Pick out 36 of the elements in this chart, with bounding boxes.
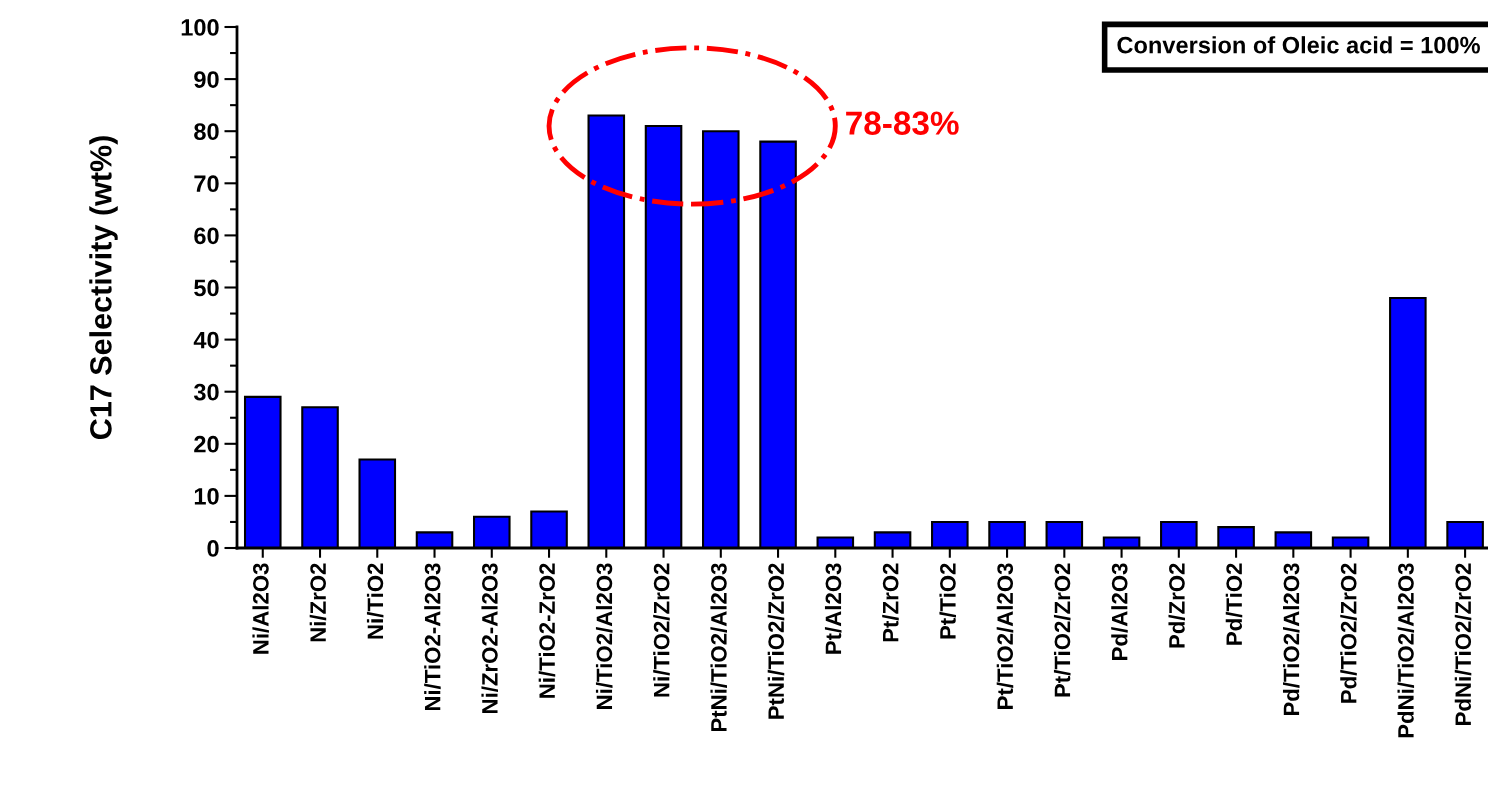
x-tick-label: Pt/TiO2/ZrO2	[1053, 563, 1071, 697]
y-tick-label: 100	[181, 19, 219, 36]
x-tick-label: Ni/Al2O3	[252, 563, 269, 654]
x-tick-label: Pt/ZrO2	[882, 563, 899, 642]
y-tick-label: 50	[194, 279, 219, 297]
y-tick-label: 60	[194, 227, 219, 245]
x-tick-label: Pd/TiO2/Al2O3	[1282, 563, 1300, 716]
x-tick-label: PdNi/TiO2/ZrO2	[1454, 563, 1472, 725]
x-tick-label: Pd/TiO2/ZrO2	[1340, 563, 1357, 703]
annotation: Conversion of Oleic acid = 100%	[1117, 36, 1480, 54]
x-tick-label: Ni/ZrO2-Al2O3	[481, 563, 498, 713]
x-tick-label: PtNi/TiO2/ZrO2	[767, 563, 785, 719]
x-tick-label: Ni/TiO2-ZrO2	[538, 563, 556, 698]
x-tick-label: Pd/Al2O3	[1111, 563, 1128, 660]
x-tick-label: Ni/TiO2	[366, 563, 384, 639]
x-tick-label: PdNi/TiO2/Al2O3	[1397, 563, 1415, 738]
y-tick-label: 90	[194, 71, 219, 88]
y-tick-label: 70	[194, 175, 219, 193]
y-tick-label: 20	[194, 435, 219, 453]
x-tick-label: Pd/ZrO2	[1168, 563, 1186, 648]
x-tick-label: Ni/TiO2-Al2O3	[424, 563, 441, 711]
x-tick-label: Pd/TiO2	[1225, 563, 1243, 645]
y-tick-label: 0	[207, 540, 219, 557]
y-tick-label: 10	[194, 487, 219, 505]
annotation: 78-83%	[846, 111, 959, 135]
x-tick-label: Ni/ZrO2	[309, 563, 327, 642]
y-axis-title: C17 Selectivity (wt%)	[89, 136, 118, 440]
x-tick-label: Pt/TiO2/Al2O3	[996, 563, 1014, 709]
x-tick-label: Ni/TiO2/ZrO2	[653, 563, 670, 697]
y-tick-label: 30	[193, 383, 219, 401]
x-tick-label: Pt/TiO2	[939, 563, 956, 639]
x-tick-label: Ni/TiO2/Al2O3	[595, 563, 613, 709]
y-tick-label: 40	[193, 331, 219, 349]
x-tick-label: Pt/Al2O3	[824, 563, 842, 654]
x-tick-label: PtNi/TiO2/Al2O3	[710, 563, 727, 732]
y-tick-label: 80	[194, 123, 219, 140]
